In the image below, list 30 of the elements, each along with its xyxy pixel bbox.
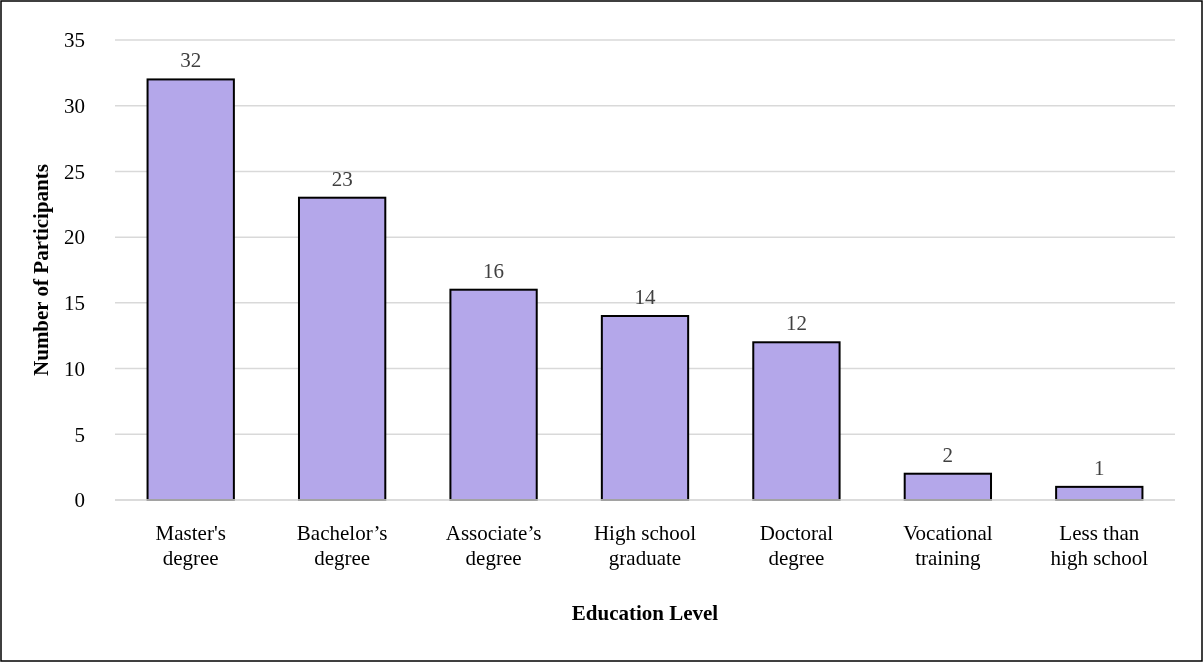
bar [600, 315, 690, 501]
bar [752, 341, 841, 501]
data-label: 12 [785, 311, 807, 336]
x-tick-label: High school graduate [593, 521, 697, 570]
data-label: 32 [180, 48, 202, 73]
data-label: 2 [942, 442, 954, 467]
x-tick-label: Less than high school [1050, 521, 1149, 570]
bar [449, 288, 538, 501]
y-tick-label: 10 [64, 356, 85, 381]
y-tick-label: 5 [74, 422, 85, 447]
x-tick-label: Associate’s degree [445, 521, 542, 570]
data-label: 23 [331, 166, 353, 191]
data-label: 14 [634, 285, 656, 309]
data-label: 16 [483, 258, 505, 283]
y-tick-label: 35 [64, 28, 85, 53]
x-tick-label: Bachelor’s degree [296, 521, 388, 570]
y-tick-label: 20 [64, 225, 85, 250]
y-tick-label: 30 [64, 94, 85, 119]
y-tick-label: 15 [64, 291, 85, 316]
bar [903, 472, 993, 501]
x-axis-title: Education Level [571, 601, 719, 625]
bar [146, 78, 235, 501]
data-label: 1 [1094, 455, 1105, 480]
x-tick-label: Master's degree [155, 521, 226, 570]
y-axis-title: Number of Participants [29, 164, 53, 376]
x-tick-label: Doctoral degree [759, 521, 834, 570]
bar [297, 196, 387, 501]
x-tick-label: Vocational training [903, 521, 993, 570]
y-tick-label: 0 [74, 488, 85, 513]
y-tick-label: 25 [64, 159, 85, 184]
